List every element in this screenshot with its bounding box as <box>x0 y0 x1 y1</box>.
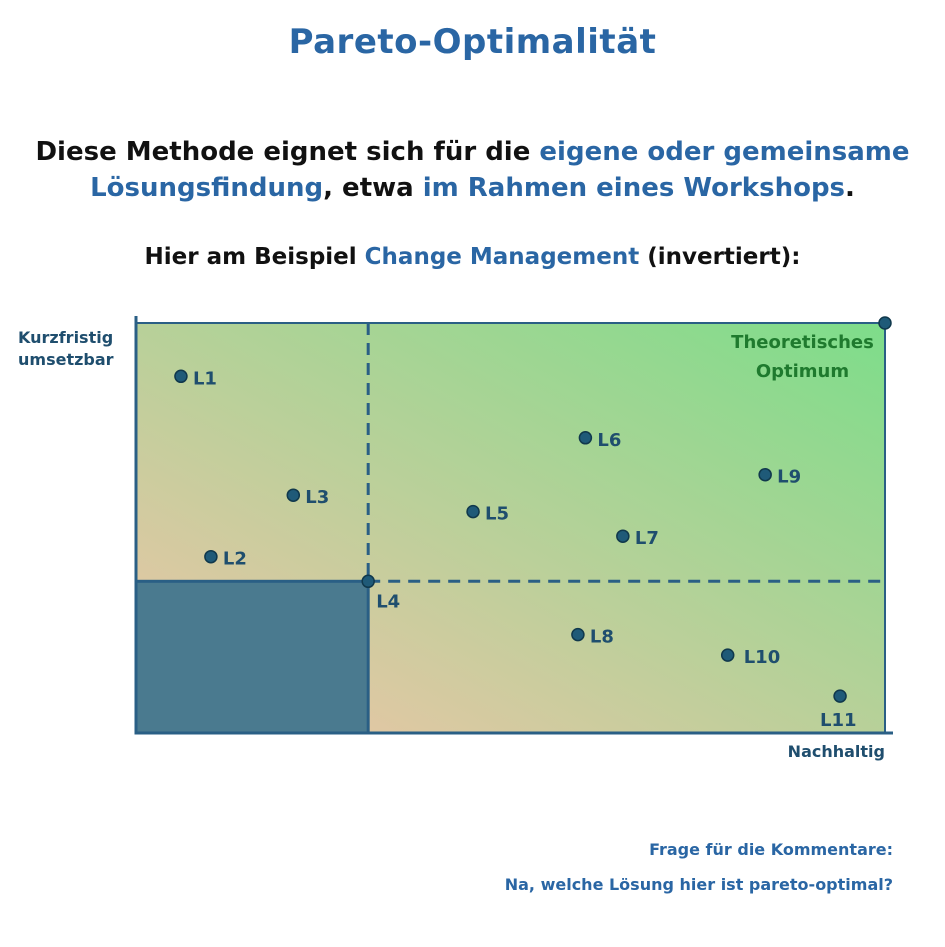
point-label-l11: L11 <box>820 710 857 731</box>
intro-part-5: . <box>845 173 855 203</box>
point-label-l5: L5 <box>485 504 509 525</box>
intro-part-1: Diese Methode eignet sich für die <box>35 137 540 167</box>
point-l10 <box>720 648 735 662</box>
intro-text: Diese Methode eignet sich für die eigene… <box>30 134 915 206</box>
point-l1 <box>174 369 188 384</box>
point-l6 <box>578 431 593 445</box>
x-axis-label: Nachhaltig <box>787 742 885 761</box>
point-label-l3: L3 <box>305 487 329 508</box>
subtitle-part-3: (invertiert): <box>639 244 801 270</box>
point-label-l7: L7 <box>635 528 659 549</box>
data-points: L1 L2 L3 L4 L5 L6 L7 L8 L9 L10 L11 <box>174 368 857 731</box>
footer-question: Frage für die Kommentare: <box>649 840 893 859</box>
point-label-l9: L9 <box>777 467 801 488</box>
subtitle-part-1: Hier am Beispiel <box>144 244 365 270</box>
y-axis-label: Kurzfristig umsetzbar <box>18 328 114 369</box>
point-label-l8: L8 <box>590 627 614 648</box>
point-l2 <box>204 549 218 564</box>
point-l5 <box>466 504 480 519</box>
intro-highlight-2: im Rahmen eines Workshops <box>422 173 846 203</box>
optimum-label: Theoretisches Optimum <box>731 332 874 382</box>
subtitle-text: Hier am Beispiel Change Management (inve… <box>0 244 945 270</box>
page-title: Pareto-Optimalität <box>288 22 657 62</box>
point-label-l10: L10 <box>744 647 781 668</box>
optimum-point <box>878 316 892 330</box>
point-l3 <box>286 488 301 502</box>
subtitle-highlight: Change Management <box>364 244 640 270</box>
dominated-region <box>134 579 370 735</box>
point-l8 <box>571 627 585 642</box>
intro-part-3: , etwa <box>323 173 423 203</box>
point-l7 <box>616 529 630 543</box>
point-l9 <box>758 467 772 482</box>
point-l4 <box>361 574 375 589</box>
point-l11 <box>833 689 847 703</box>
point-label-l2: L2 <box>223 549 247 570</box>
point-label-l6: L6 <box>597 430 621 451</box>
footer-answer: Na, welche Lösung hier ist pareto-optima… <box>504 875 893 894</box>
point-label-l4: L4 <box>376 591 400 612</box>
point-label-l1: L1 <box>193 368 217 389</box>
intro-highlight-1: eigene oder gemeinsame Lösungsfindung <box>90 137 910 203</box>
